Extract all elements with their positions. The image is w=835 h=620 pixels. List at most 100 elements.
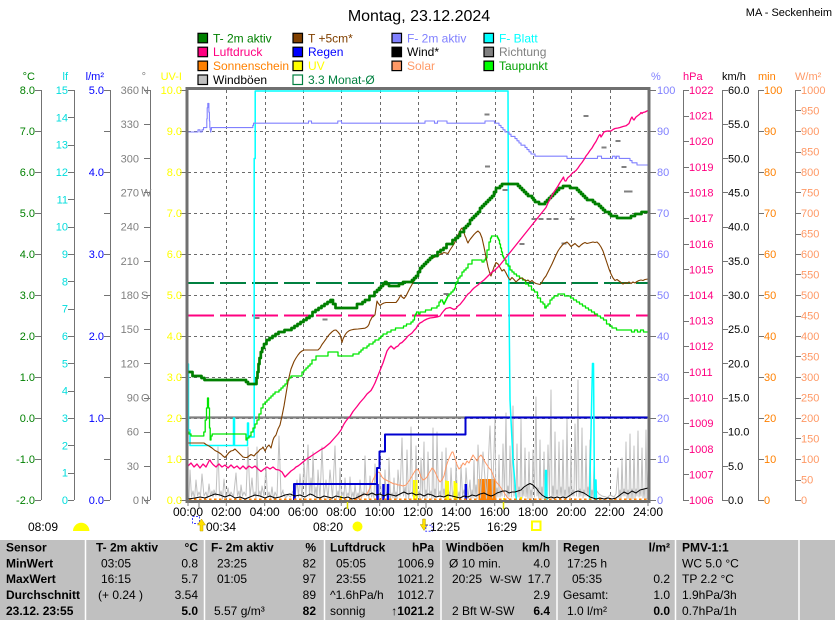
- svg-text:W: W: [141, 188, 152, 200]
- svg-text:20: 20: [657, 413, 669, 425]
- svg-text:180: 180: [121, 290, 139, 302]
- svg-text:14: 14: [56, 112, 68, 124]
- svg-text:TP 2.2 °C: TP 2.2 °C: [682, 572, 734, 586]
- svg-text:Montag, 23.12.2024: Montag, 23.12.2024: [348, 8, 490, 25]
- svg-text:500: 500: [801, 290, 819, 302]
- svg-text:4.0: 4.0: [89, 167, 104, 179]
- svg-text:1016: 1016: [689, 239, 713, 251]
- svg-text:20:00: 20:00: [556, 505, 586, 519]
- svg-text:150: 150: [801, 434, 819, 446]
- svg-text:17.7: 17.7: [528, 572, 552, 586]
- svg-text:04:00: 04:00: [250, 505, 280, 519]
- svg-text:2 Bft W-SW: 2 Bft W-SW: [452, 604, 515, 618]
- svg-text:3.0: 3.0: [20, 290, 35, 302]
- svg-text:T- 2m aktiv: T- 2m aktiv: [213, 31, 272, 45]
- svg-text:T +5cm*: T +5cm*: [308, 31, 353, 45]
- svg-text:Sonnenschein: Sonnenschein: [213, 59, 289, 73]
- svg-text:°C: °C: [185, 541, 199, 555]
- svg-text:3.3 Monat-Ø: 3.3 Monat-Ø: [308, 73, 375, 87]
- svg-text:5.0: 5.0: [89, 85, 104, 97]
- svg-text:35.0: 35.0: [728, 256, 749, 268]
- svg-text:7.0: 7.0: [20, 126, 35, 138]
- svg-text:1009: 1009: [689, 418, 713, 430]
- svg-text:1017: 1017: [689, 213, 713, 225]
- svg-text:1012: 1012: [689, 341, 713, 353]
- svg-text:16:00: 16:00: [480, 505, 510, 519]
- svg-text:F- 2m aktiv: F- 2m aktiv: [211, 541, 274, 555]
- svg-text:UV-I: UV-I: [161, 71, 182, 83]
- svg-text:02:00: 02:00: [211, 505, 241, 519]
- svg-text:03:05: 03:05: [101, 556, 131, 570]
- svg-text:1012.7: 1012.7: [397, 588, 434, 602]
- svg-text:Windböen: Windböen: [446, 541, 504, 555]
- svg-text:N: N: [141, 85, 149, 97]
- svg-text:hPa: hPa: [683, 71, 703, 83]
- svg-text:Durchschnitt: Durchschnitt: [6, 588, 80, 602]
- svg-text:5.0: 5.0: [728, 461, 743, 473]
- svg-text:km/h: km/h: [722, 71, 746, 83]
- svg-text:270: 270: [121, 188, 139, 200]
- svg-text:F- Blatt: F- Blatt: [499, 31, 538, 45]
- svg-text:01:05: 01:05: [217, 572, 247, 586]
- svg-text:30: 30: [657, 372, 669, 384]
- svg-text:5.57 g/m³: 5.57 g/m³: [214, 604, 265, 618]
- svg-text:3: 3: [62, 413, 68, 425]
- svg-text:45.0: 45.0: [728, 188, 749, 200]
- svg-text:15: 15: [56, 85, 68, 97]
- svg-text:F- 2m aktiv: F- 2m aktiv: [407, 31, 466, 45]
- svg-text:6.0: 6.0: [167, 249, 182, 261]
- svg-text:90: 90: [127, 393, 139, 405]
- svg-text:300: 300: [801, 372, 819, 384]
- svg-text:l/m²: l/m²: [86, 71, 105, 83]
- svg-text:120: 120: [121, 358, 139, 370]
- svg-text:4.0: 4.0: [167, 331, 182, 343]
- svg-text:05:05: 05:05: [336, 556, 366, 570]
- svg-text:10: 10: [764, 454, 776, 466]
- svg-text:55.0: 55.0: [728, 119, 749, 131]
- svg-text:0: 0: [764, 495, 770, 507]
- svg-text:100: 100: [764, 85, 782, 97]
- svg-text:1018: 1018: [689, 188, 713, 200]
- svg-text:300: 300: [121, 153, 139, 165]
- svg-text:min: min: [758, 71, 776, 83]
- svg-text:5.0: 5.0: [20, 208, 35, 220]
- svg-text:97: 97: [303, 572, 317, 586]
- svg-text:1.0 l/m²: 1.0 l/m²: [567, 604, 607, 618]
- svg-text:1020: 1020: [689, 136, 713, 148]
- svg-text:1008: 1008: [689, 444, 713, 456]
- svg-text:1010: 1010: [689, 393, 713, 405]
- svg-text:1006: 1006: [689, 495, 713, 507]
- svg-text:08:00: 08:00: [326, 505, 356, 519]
- svg-text:150: 150: [121, 324, 139, 336]
- svg-text:70: 70: [764, 208, 776, 220]
- svg-text:0: 0: [62, 495, 68, 507]
- svg-text:5.0: 5.0: [181, 604, 198, 618]
- svg-text:10.0: 10.0: [161, 85, 182, 97]
- svg-text:50: 50: [764, 290, 776, 302]
- svg-text:30: 30: [127, 461, 139, 473]
- svg-text:MinWert: MinWert: [6, 556, 53, 570]
- svg-text:0.0: 0.0: [728, 495, 743, 507]
- svg-text:1019: 1019: [689, 162, 713, 174]
- svg-text:100: 100: [657, 85, 675, 97]
- svg-text:12:00: 12:00: [403, 505, 433, 519]
- svg-text:30.0: 30.0: [728, 290, 749, 302]
- svg-text:20: 20: [764, 413, 776, 425]
- svg-text:5.0: 5.0: [167, 290, 182, 302]
- svg-text:82: 82: [303, 556, 317, 570]
- svg-text:100: 100: [801, 454, 819, 466]
- svg-text:90: 90: [657, 126, 669, 138]
- svg-text:23:25: 23:25: [217, 556, 247, 570]
- svg-text:89: 89: [303, 588, 317, 602]
- svg-text:1021.2: 1021.2: [397, 572, 434, 586]
- svg-text:1015: 1015: [689, 264, 713, 276]
- svg-text:8.0: 8.0: [20, 85, 35, 97]
- svg-text:550: 550: [801, 270, 819, 282]
- svg-text:Regen: Regen: [308, 45, 343, 59]
- svg-text:600: 600: [801, 249, 819, 261]
- svg-text:Gesamt:: Gesamt:: [563, 588, 608, 602]
- svg-text:650: 650: [801, 229, 819, 241]
- svg-text:90: 90: [764, 126, 776, 138]
- svg-text:750: 750: [801, 188, 819, 200]
- svg-text:23:55: 23:55: [336, 572, 366, 586]
